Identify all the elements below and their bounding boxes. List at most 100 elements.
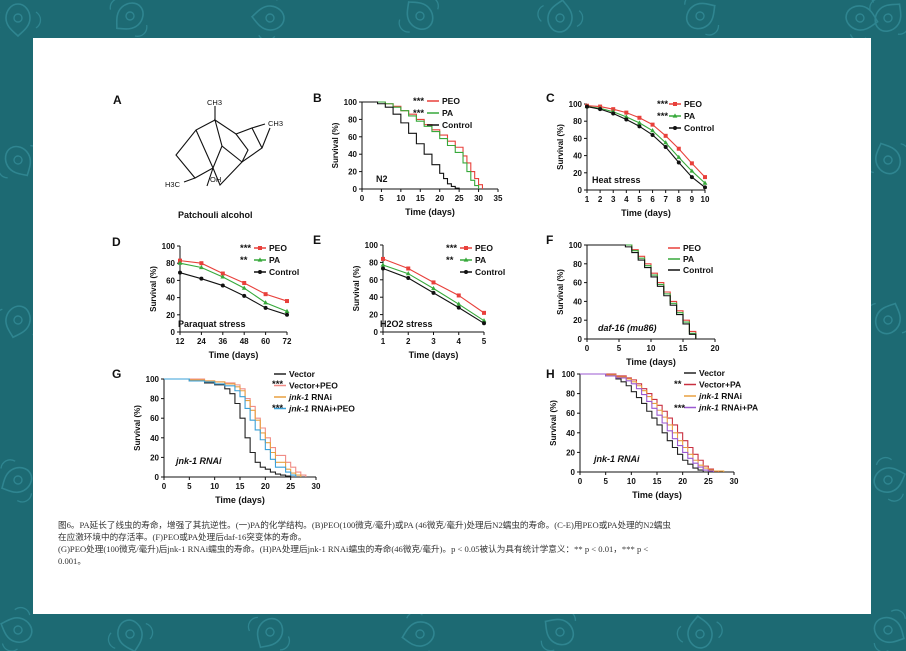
data-point xyxy=(663,145,668,149)
data-point xyxy=(689,168,695,173)
x-tick-label: 48 xyxy=(240,337,249,346)
data-point xyxy=(431,290,436,295)
legend-marker xyxy=(258,270,262,274)
data-point xyxy=(199,261,204,266)
x-tick-label: 15 xyxy=(236,482,245,491)
data-point xyxy=(598,107,603,112)
y-tick-label: 40 xyxy=(573,152,582,161)
y-axis-label: Survival (%) xyxy=(549,400,558,446)
y-tick-label: 100 xyxy=(569,241,583,250)
data-point xyxy=(703,175,707,180)
x-axis-label: Time (days) xyxy=(405,207,455,217)
data-point xyxy=(637,124,642,129)
x-tick-label: 10 xyxy=(396,194,405,203)
panel-e: E 0 20 40 60 80 100 1 2 3 4 5 Time (days) Survival (%… xyxy=(313,233,505,360)
series-line-pa xyxy=(179,262,288,312)
data-point xyxy=(242,293,247,298)
legend-label: Vector+PEO xyxy=(289,381,338,391)
legend-label: Control xyxy=(269,267,299,277)
significance-stars: ** xyxy=(446,255,454,266)
x-tick-label: 1 xyxy=(381,337,386,346)
data-point xyxy=(220,271,225,276)
y-tick-label: 80 xyxy=(573,117,582,126)
series-line-control xyxy=(179,272,288,316)
y-tick-label: 0 xyxy=(578,186,583,195)
series-line-peo xyxy=(587,244,697,339)
data-point xyxy=(241,285,247,290)
legend-label: Vector+PA xyxy=(699,380,741,390)
y-tick-label: 20 xyxy=(369,311,378,320)
y-tick-label: 60 xyxy=(566,409,575,418)
significance-stars: *** xyxy=(657,99,668,110)
x-tick-label: 30 xyxy=(474,194,483,203)
data-point xyxy=(220,283,225,288)
legend-label: Vector xyxy=(699,368,726,378)
x-tick-label: 1 xyxy=(585,195,590,204)
x-axis-label: Time (days) xyxy=(409,350,459,360)
significance-stars: *** xyxy=(413,108,424,119)
panel-f: F 0 20 40 60 80 100 0 5 10 15 20 Time (days) Survival… xyxy=(546,233,720,367)
y-tick-label: 80 xyxy=(573,260,582,269)
data-point xyxy=(585,104,589,109)
series-line-peo xyxy=(586,105,706,178)
y-tick-label: 20 xyxy=(150,453,159,462)
y-tick-label: 0 xyxy=(353,185,358,194)
data-point xyxy=(663,140,669,145)
legend-marker xyxy=(463,257,469,262)
x-tick-label: 20 xyxy=(261,482,270,491)
data-point xyxy=(676,146,681,151)
x-tick-label: 20 xyxy=(711,344,720,353)
data-point xyxy=(482,321,486,326)
legend-label: PA xyxy=(683,254,694,264)
series-line-vector xyxy=(580,373,704,472)
y-axis-label: Survival (%) xyxy=(133,405,142,451)
y-tick-label: 0 xyxy=(171,328,176,337)
legend-label: Control xyxy=(442,120,472,130)
x-tick-label: 4 xyxy=(624,195,629,204)
x-tick-label: 30 xyxy=(730,477,739,486)
chart-title: jnk-1 RNAi xyxy=(593,454,640,464)
legend-label: Control xyxy=(475,267,505,277)
legend-label: jnk-1 RNAi+PA xyxy=(698,403,758,413)
significance-stars: *** xyxy=(674,403,685,414)
significance-stars: ** xyxy=(240,255,248,266)
oh-label: OH xyxy=(210,175,221,184)
x-tick-label: 4 xyxy=(457,337,462,346)
x-tick-label: 60 xyxy=(261,337,270,346)
y-tick-label: 80 xyxy=(369,258,378,267)
x-tick-label: 10 xyxy=(627,477,636,486)
data-point xyxy=(431,285,436,291)
x-axis-label: Time (days) xyxy=(632,490,682,500)
chart-title: Paraquat stress xyxy=(178,319,246,329)
y-axis-label: Survival (%) xyxy=(331,122,340,168)
x-tick-label: 5 xyxy=(482,337,487,346)
ch3-right-label: CH3 xyxy=(268,119,283,128)
series-line-control xyxy=(382,267,485,324)
significance-stars: *** xyxy=(657,111,668,122)
panel-letter-e: E xyxy=(313,233,321,247)
data-point xyxy=(220,274,226,279)
y-tick-label: 100 xyxy=(344,98,358,107)
series-line-jnk-1-rnai xyxy=(580,373,725,472)
legend-label: PA xyxy=(684,111,695,121)
chart-title: Heat stress xyxy=(592,175,641,185)
y-tick-label: 80 xyxy=(150,395,159,404)
data-point xyxy=(650,122,655,127)
data-point xyxy=(381,266,385,271)
h3c-label: H3C xyxy=(165,180,181,189)
series-line-control xyxy=(587,244,697,339)
y-tick-label: 20 xyxy=(348,168,357,177)
legend-label: PEO xyxy=(683,243,701,253)
legend-label: PA xyxy=(442,108,453,118)
panel-b: B 0 20 40 60 80 100 0 5 10 15 20 25 30 35 Time (days) Su… xyxy=(313,91,503,217)
y-tick-label: 60 xyxy=(573,279,582,288)
data-point xyxy=(663,133,668,138)
legend-marker xyxy=(258,246,262,250)
x-tick-label: 5 xyxy=(187,482,192,491)
data-point xyxy=(285,299,289,304)
x-tick-label: 10 xyxy=(647,344,656,353)
data-point xyxy=(199,276,204,281)
caption-line-4: 0.001。 xyxy=(58,556,86,566)
data-point xyxy=(177,260,183,265)
y-tick-label: 100 xyxy=(569,100,583,109)
